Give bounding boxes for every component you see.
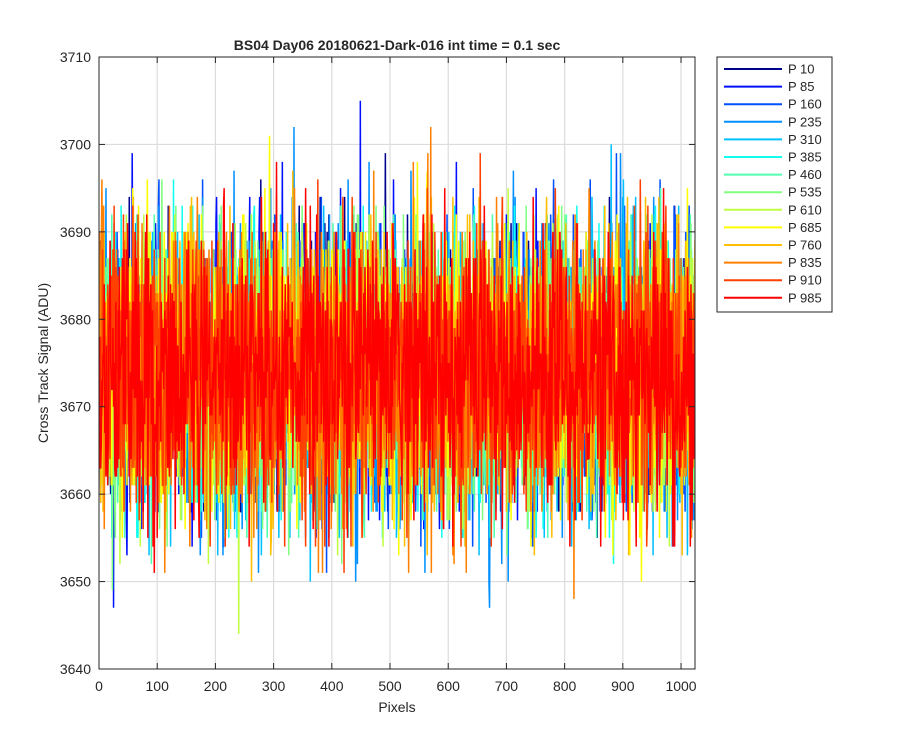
x-tick-label: 800 — [553, 678, 577, 694]
legend-label: P 910 — [788, 273, 822, 288]
chart-title: BS04 Day06 20180621-Dark-016 int time = … — [234, 37, 561, 53]
series-lines — [99, 100, 695, 635]
legend-label: P 610 — [788, 202, 822, 217]
x-tick-label: 600 — [437, 678, 461, 694]
legend: P 10 P 85 P 160 P 235 P 310 P 385 P 460 P 535 P … — [716, 56, 833, 313]
legend-entry: P 235 — [724, 114, 822, 129]
plot-frame — [98, 56, 696, 670]
legend-label: P 10 — [788, 62, 815, 77]
legend-entry: P 985 — [724, 290, 822, 305]
legend-label: P 835 — [788, 255, 822, 270]
x-axis-label: Pixels — [378, 699, 415, 715]
x-tick-label: 1000 — [665, 678, 696, 694]
y-tick-label: 3640 — [60, 661, 91, 677]
legend-entry: P 385 — [724, 150, 822, 165]
x-tick-label: 100 — [146, 678, 170, 694]
legend-entry: P 310 — [724, 132, 822, 147]
y-tick-label: 3670 — [60, 399, 91, 415]
legend-label: P 460 — [788, 167, 822, 182]
legend-label: P 760 — [788, 238, 822, 253]
legend-entry: P 85 — [724, 79, 815, 94]
legend-label: P 685 — [788, 220, 822, 235]
x-tick-label: 700 — [495, 678, 519, 694]
legend-entry: P 685 — [724, 220, 822, 235]
series-line — [99, 161, 695, 573]
legend-label: P 310 — [788, 132, 822, 147]
x-tick-label: 500 — [378, 678, 402, 694]
x-tick-label: 400 — [320, 678, 344, 694]
y-axis-label: Cross Track Signal (ADU) — [35, 283, 51, 443]
x-tick-label: 300 — [262, 678, 286, 694]
legend-box — [716, 56, 833, 313]
legend-label: P 160 — [788, 97, 822, 112]
legend-entry: P 160 — [724, 97, 822, 112]
axis-ticks — [98, 56, 695, 670]
legend-label: P 535 — [788, 185, 822, 200]
y-tick-label: 3680 — [60, 311, 91, 327]
legend-entry: P 760 — [724, 238, 822, 253]
y-tick-label: 3690 — [60, 224, 91, 240]
y-tick-label: 3650 — [60, 574, 91, 590]
x-tick-label: 900 — [611, 678, 635, 694]
series-line — [99, 153, 695, 573]
legend-entry: P 835 — [724, 255, 822, 270]
y-tick-labels: 3640 3650 3660 3670 3680 3690 3700 3710 — [60, 49, 91, 677]
legend-label: P 985 — [788, 290, 822, 305]
legend-label: P 235 — [788, 114, 822, 129]
legend-label: P 85 — [788, 79, 815, 94]
x-tick-label: 0 — [95, 678, 103, 694]
legend-entry: P 535 — [724, 185, 822, 200]
legend-label: P 385 — [788, 150, 822, 165]
legend-entry: P 460 — [724, 167, 822, 182]
x-tick-labels: 0 100 200 300 400 500 600 700 800 900 1000 — [95, 678, 697, 694]
legend-entry: P 910 — [724, 273, 822, 288]
y-tick-label: 3660 — [60, 486, 91, 502]
x-tick-label: 200 — [204, 678, 228, 694]
legend-entry: P 610 — [724, 202, 822, 217]
y-tick-label: 3700 — [60, 136, 91, 152]
y-tick-label: 3710 — [60, 49, 91, 65]
legend-entry: P 10 — [724, 62, 815, 77]
